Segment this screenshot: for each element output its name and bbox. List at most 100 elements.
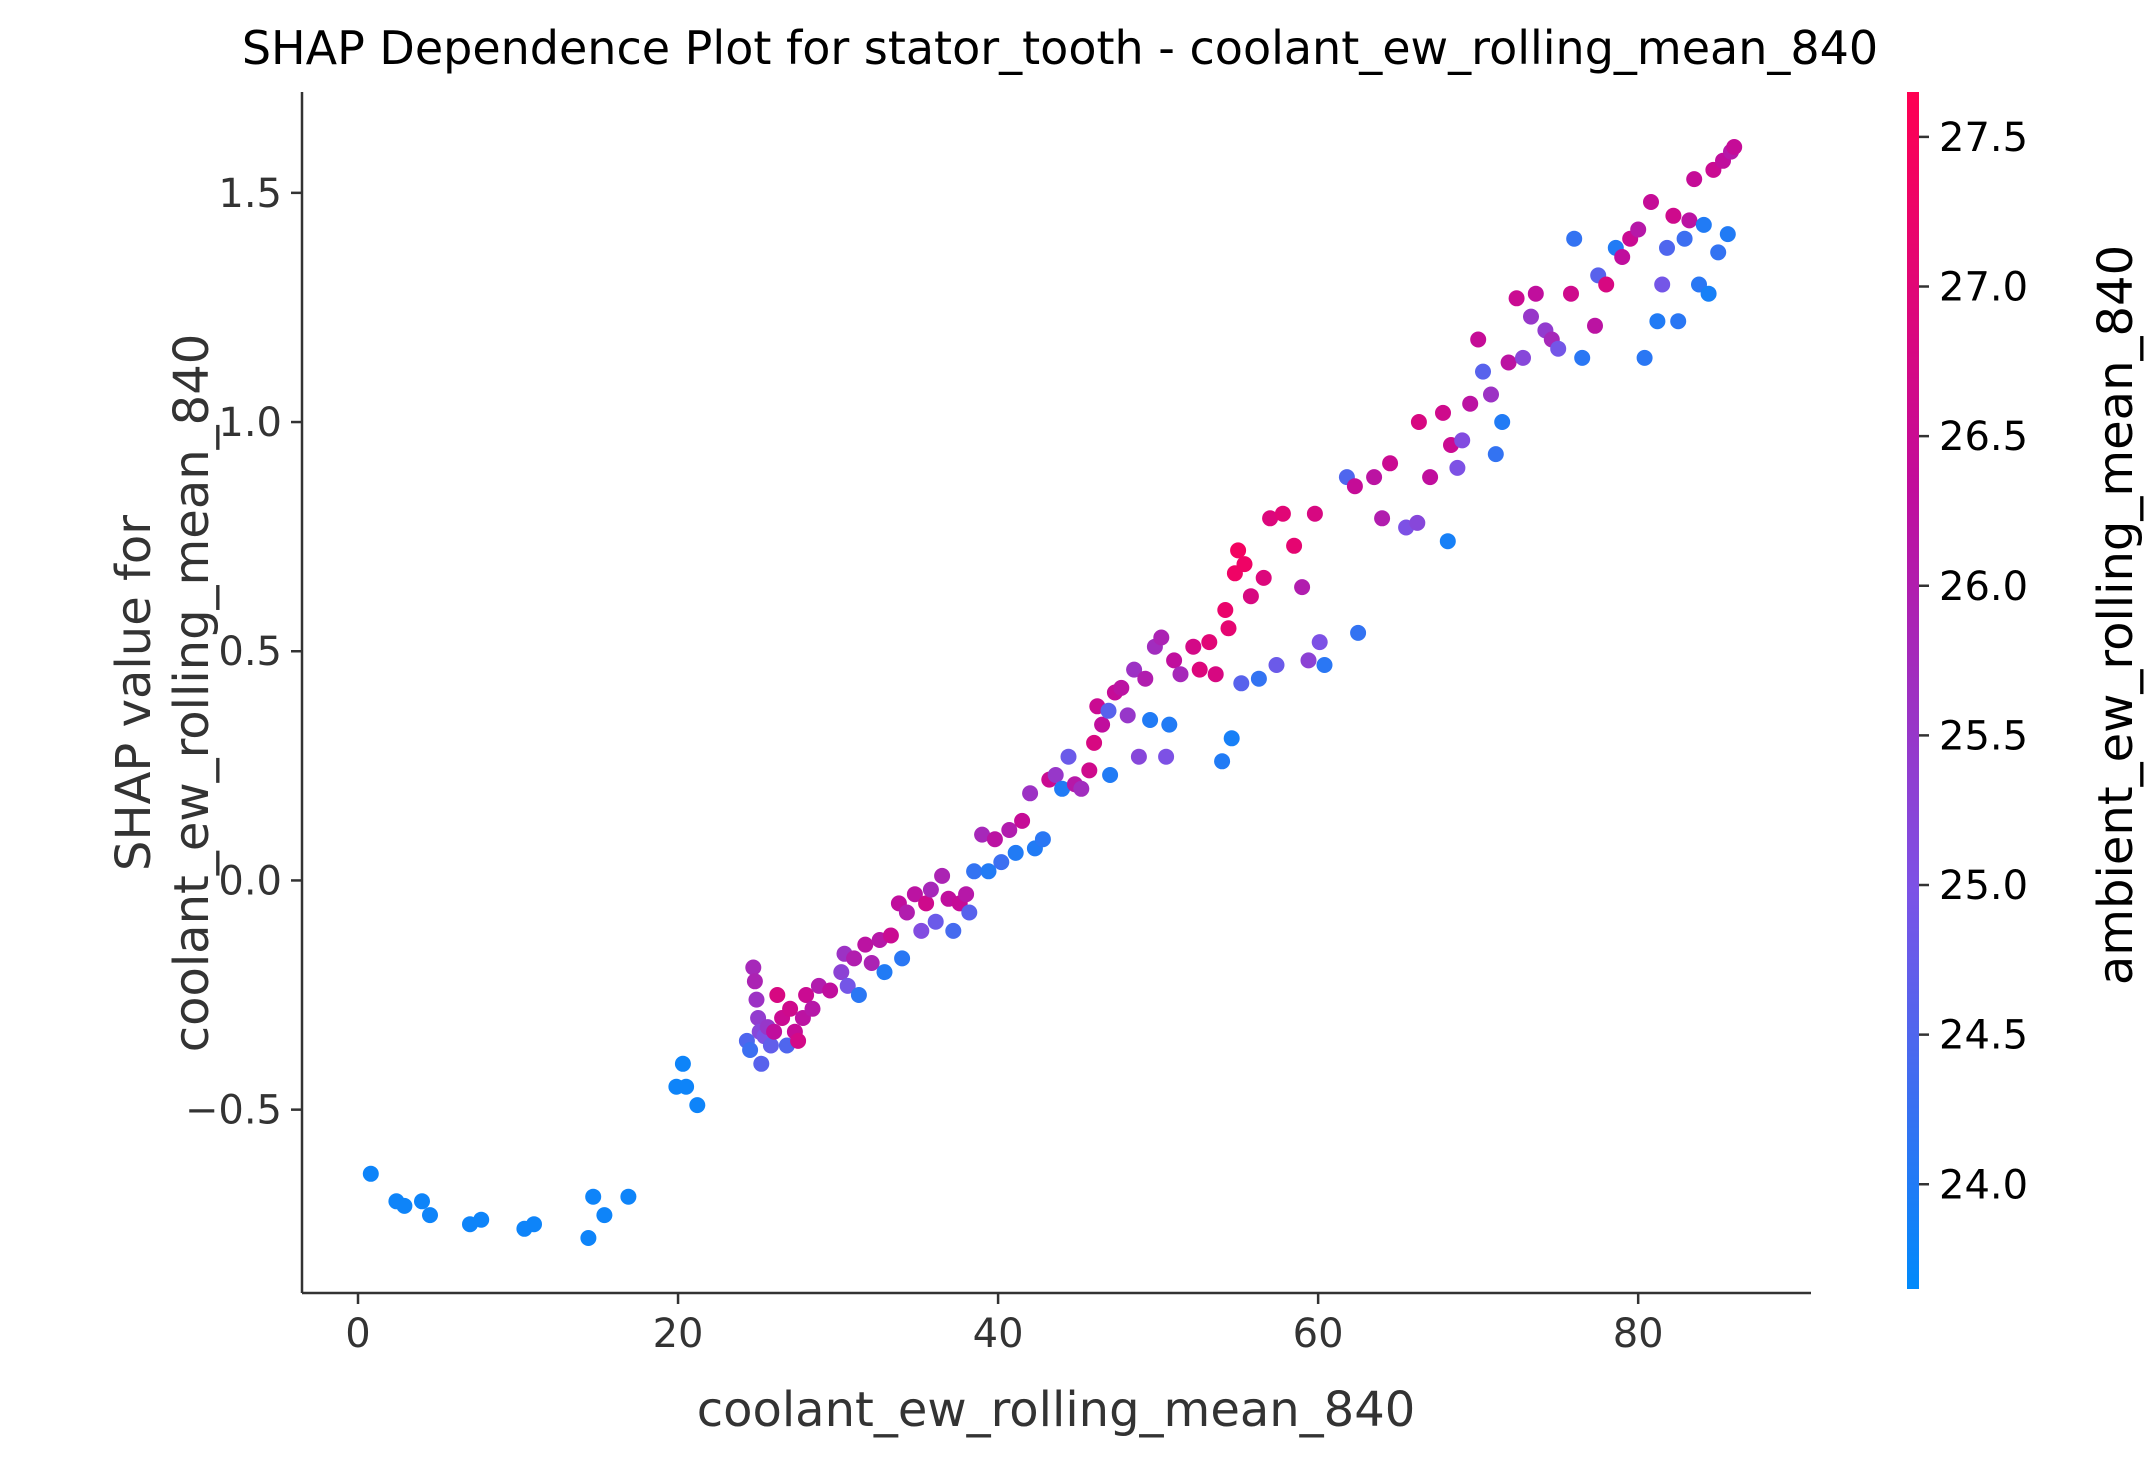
data-point-64	[966, 863, 983, 880]
data-point-110	[1233, 675, 1250, 692]
y-tick-label: 1.0	[218, 400, 282, 446]
data-point-144	[1494, 414, 1511, 430]
y-tick-label: 0.5	[218, 629, 282, 675]
data-point-126	[1350, 624, 1367, 641]
data-point-128	[1374, 510, 1391, 527]
data-point-133	[1422, 469, 1439, 486]
data-point-15	[678, 1078, 695, 1095]
data-point-21	[748, 991, 765, 1008]
data-point-85	[1100, 702, 1117, 719]
data-point-145	[1500, 354, 1517, 371]
data-point-174	[1695, 216, 1712, 233]
x-ticks: 0 20 40 60 80	[345, 1293, 1664, 1357]
data-point-42	[839, 977, 856, 994]
data-point-115	[1262, 510, 1279, 527]
data-point-155	[1574, 349, 1591, 366]
data-point-119	[1294, 579, 1311, 596]
data-point-65	[974, 826, 991, 843]
data-point-40	[833, 964, 850, 981]
colorbar-tick-label: 26.5	[1939, 414, 2028, 460]
data-point-58	[934, 867, 951, 884]
data-point-169	[1670, 313, 1687, 330]
data-point-89	[1119, 707, 1136, 724]
data-point-57	[927, 913, 944, 930]
data-point-120	[1300, 652, 1317, 669]
colorbar-tick-label: 26.0	[1939, 564, 2028, 610]
data-point-96	[1158, 748, 1175, 765]
y-tick-label: 0.0	[218, 858, 282, 904]
data-point-131	[1409, 514, 1426, 531]
data-point-18	[742, 1042, 759, 1058]
data-point-179	[1719, 226, 1736, 243]
data-point-74	[1034, 831, 1051, 848]
data-point-104	[1214, 753, 1231, 770]
data-point-84	[1094, 716, 1111, 733]
data-point-29	[769, 987, 786, 1003]
data-point-172	[1686, 171, 1703, 188]
data-point-51	[894, 950, 911, 967]
data-point-177	[1710, 244, 1727, 261]
data-point-107	[1223, 730, 1240, 747]
data-point-95	[1153, 629, 1170, 646]
data-point-132	[1410, 414, 1427, 430]
data-point-138	[1454, 432, 1471, 449]
colorbar-tick-label: 24.0	[1939, 1162, 2028, 1208]
data-point-91	[1130, 748, 1147, 765]
data-point-129	[1382, 455, 1399, 472]
data-point-9	[580, 1230, 597, 1246]
data-point-0	[362, 1165, 379, 1182]
colorbar-tick-label: 25.0	[1939, 863, 2028, 909]
data-point-67	[986, 831, 1003, 848]
data-point-32	[782, 1000, 799, 1017]
data-point-20	[746, 973, 763, 990]
x-tick-label: 0	[345, 1311, 370, 1357]
data-point-139	[1462, 395, 1479, 412]
data-point-134	[1435, 404, 1451, 421]
data-point-111	[1236, 556, 1253, 573]
data-point-114	[1255, 569, 1272, 586]
data-point-48	[876, 964, 893, 981]
data-point-158	[1598, 276, 1615, 293]
data-point-2	[396, 1197, 413, 1214]
data-point-66	[980, 863, 997, 880]
y-axis-title-line-1: SHAP value for	[106, 515, 162, 871]
data-point-117	[1274, 505, 1291, 522]
data-point-116	[1268, 657, 1285, 673]
x-tick-label: 40	[973, 1311, 1024, 1357]
data-point-80	[1073, 780, 1090, 797]
data-point-146	[1508, 290, 1525, 307]
data-point-164	[1643, 194, 1659, 210]
data-point-8	[526, 1216, 542, 1233]
data-point-106	[1220, 620, 1237, 637]
data-point-99	[1172, 666, 1189, 683]
y-tick-label: −0.5	[185, 1088, 282, 1134]
data-point-175	[1700, 285, 1717, 302]
colorbar-tick-label: 25.5	[1939, 713, 2028, 759]
data-point-60	[945, 922, 962, 939]
data-point-77	[1054, 780, 1071, 797]
data-point-152	[1550, 340, 1567, 357]
colorbar-ticks: 24.0 24.5 25.0 25.5 26.0 26.5 27.0 27.5	[1919, 115, 2028, 1208]
data-point-148	[1523, 308, 1539, 325]
data-point-168	[1665, 207, 1682, 224]
data-point-163	[1636, 349, 1653, 366]
data-point-181	[1726, 139, 1743, 155]
data-point-121	[1306, 505, 1323, 522]
data-point-160	[1614, 249, 1631, 265]
colorbar	[1907, 92, 1919, 1289]
data-point-137	[1449, 459, 1466, 476]
data-point-142	[1483, 386, 1499, 403]
data-point-93	[1142, 712, 1159, 728]
data-point-140	[1470, 331, 1487, 348]
data-point-86	[1102, 767, 1119, 783]
data-point-3	[414, 1193, 430, 1210]
data-point-82	[1086, 734, 1103, 751]
colorbar-tick-label: 27.5	[1939, 115, 2028, 161]
data-point-68	[993, 854, 1010, 871]
data-point-123	[1316, 657, 1333, 673]
data-point-39	[822, 982, 839, 999]
data-point-97	[1161, 716, 1178, 733]
chart-title: SHAP Dependence Plot for stator_tooth - …	[242, 21, 1878, 75]
data-point-112	[1242, 588, 1259, 605]
data-point-170	[1676, 230, 1693, 247]
